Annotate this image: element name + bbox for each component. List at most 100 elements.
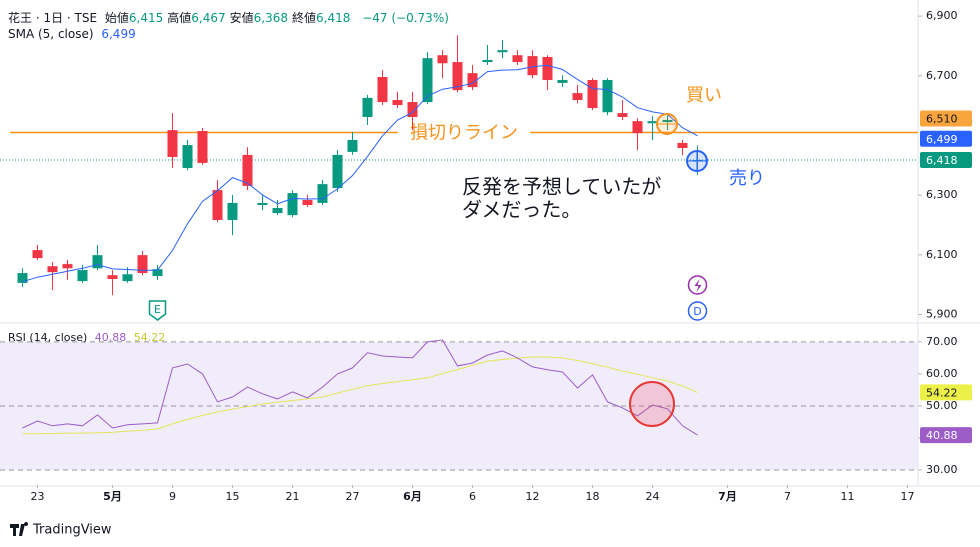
candle-body: [77, 270, 88, 282]
candle-body: [332, 154, 343, 189]
candle-body: [617, 113, 628, 117]
candle-body: [62, 264, 73, 269]
candle-body: [407, 102, 418, 117]
y-tick-label: 70.00: [926, 335, 958, 348]
stop-label-bg: [398, 120, 530, 145]
candle-body: [392, 99, 403, 106]
candle-body: [152, 269, 163, 277]
dividend-marker: [687, 301, 708, 321]
rsi-name: RSI (14, close): [8, 331, 88, 344]
logo-mark: [10, 522, 29, 536]
candle-body: [677, 142, 688, 149]
rsi-ma-line: [22, 356, 698, 435]
price-legend: 花王 · 1日 · TSE 始値6,415 高値6,467 安値6,368 終値6,4…: [8, 9, 453, 26]
candle-body: [137, 255, 148, 274]
ohlc-value: 6,418: [316, 11, 351, 25]
y-tick-label: 6,900: [926, 9, 958, 22]
price-chip: [920, 384, 972, 401]
ohlc-label: 始値: [104, 11, 129, 25]
y-tick-label: 6,700: [926, 69, 958, 82]
x-tick-label: 6月: [403, 490, 422, 503]
candle-body: [287, 193, 298, 216]
candle-body: [167, 130, 178, 157]
price-chip: [920, 151, 972, 168]
rsi-legend: RSI (14, close) 40.88 54.22: [8, 331, 169, 344]
x-tick-label: 17: [901, 490, 915, 503]
price-chip-label: 40.88: [926, 429, 958, 442]
ohlc-value: 6,368: [253, 11, 289, 25]
logo: TradingView: [10, 522, 112, 538]
earnings-label: E: [154, 303, 161, 316]
candle-body: [362, 97, 373, 117]
rsi-ma-value: 54.22: [133, 331, 166, 344]
candle-body: [32, 250, 43, 259]
candle-body: [302, 199, 313, 206]
candle-body: [542, 56, 553, 80]
sma-legend: SMA (5, close) 6,499: [8, 27, 140, 41]
sell-annotation: 売り: [729, 168, 765, 189]
ohlc-label: 終値: [292, 11, 317, 25]
ohlc-label: 安値: [229, 11, 254, 25]
x-tick-label: 11: [841, 490, 855, 503]
candle-body: [107, 275, 118, 280]
candle-body: [242, 154, 253, 186]
ohlc-label: 高値: [167, 11, 192, 25]
y-tick-label: 5,900: [926, 308, 958, 321]
candle-body: [272, 208, 283, 214]
price-chip: [920, 110, 972, 127]
candle-body: [437, 55, 448, 64]
candle-body: [227, 202, 238, 220]
candle-body: [587, 79, 598, 109]
candle-body: [557, 79, 568, 83]
x-tick-label: 21: [286, 490, 300, 503]
candle-body: [422, 58, 433, 103]
x-tick-label: 24: [646, 490, 660, 503]
candle-body: [662, 119, 673, 123]
brand: TradingView: [32, 523, 112, 538]
note-text: ダメだった。: [462, 198, 581, 222]
drawings: [629, 113, 708, 427]
y-tick-label: 60.00: [926, 367, 958, 380]
sma-name: SMA (5, close): [8, 27, 94, 41]
stop-label: 損切りライン: [410, 123, 518, 144]
ohlc-value: 6,467: [191, 11, 226, 25]
x-tick-label: 23: [31, 490, 45, 503]
candle-body: [497, 50, 508, 53]
split-icon: [694, 279, 702, 292]
price-chip: [920, 427, 972, 444]
candle-body: [182, 145, 193, 169]
x-tick-label: 6: [469, 490, 476, 503]
candle-body: [257, 202, 268, 206]
buy-annotation: 買い: [686, 85, 722, 106]
price-chip: [920, 130, 972, 147]
candle-body: [572, 93, 583, 100]
candle-body: [632, 121, 643, 134]
candle-body: [482, 59, 493, 63]
ohlc-value: 6,415: [128, 11, 164, 25]
candle-body: [452, 62, 463, 91]
x-tick-label: 15: [226, 490, 240, 503]
price-chip-label: 6,499: [926, 133, 958, 146]
x-tick-label: 7月: [718, 490, 737, 503]
change: −47 (−0.73%): [362, 11, 449, 25]
price-chip-label: 6,510: [926, 113, 958, 126]
y-tick-label: 6,300: [926, 188, 958, 201]
candle-body: [317, 184, 328, 203]
candle-body: [647, 121, 658, 124]
candle-body: [122, 274, 133, 282]
candle-body: [602, 79, 613, 113]
x-tick-label: 27: [346, 490, 360, 503]
candle-body: [197, 131, 208, 163]
rsi-value: 40.88: [94, 331, 127, 344]
price-chip-label: 6,418: [926, 154, 958, 167]
rsi-circle: [629, 381, 675, 427]
candle-body: [47, 266, 58, 273]
symbol: 花王 · 1日 · TSE: [8, 11, 98, 25]
y-tick-label: 30.00: [926, 463, 958, 476]
y-tick-label: 6,100: [926, 248, 958, 261]
sma-line: [22, 64, 698, 283]
candle-body: [467, 73, 478, 88]
x-tick-label: 18: [586, 490, 600, 503]
